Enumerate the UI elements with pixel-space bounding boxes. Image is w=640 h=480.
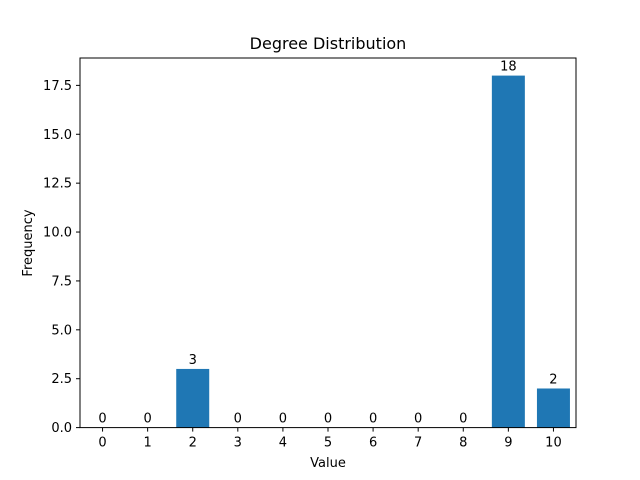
bar-value-label-6: 0 <box>369 412 377 427</box>
bar-value-label-1: 0 <box>143 412 151 427</box>
y-tick-label-1: 2.5 <box>51 372 72 387</box>
x-tick-label-8: 8 <box>459 436 467 451</box>
y-tick-label-4: 10.0 <box>43 226 72 241</box>
y-tick-label-0: 0.0 <box>51 421 72 436</box>
y-axis-ticks: 0.0 2.5 5.0 7.5 10.0 12.5 15.0 17.5 <box>43 79 80 436</box>
bar-9 <box>491 75 525 428</box>
y-axis-label: Frequency <box>21 209 36 276</box>
bar-10 <box>536 388 570 428</box>
x-tick-label-0: 0 <box>98 436 106 451</box>
bar-value-label-7: 0 <box>414 412 422 427</box>
bar-value-label-2: 3 <box>189 353 197 368</box>
bar-value-label-3: 0 <box>234 412 242 427</box>
x-tick-label-5: 5 <box>324 436 332 451</box>
bars-group <box>176 75 570 428</box>
y-tick-label-7: 17.5 <box>43 79 72 94</box>
x-tick-label-3: 3 <box>234 436 242 451</box>
bar-value-label-5: 0 <box>324 412 332 427</box>
bar-value-label-8: 0 <box>459 412 467 427</box>
bar-value-label-0: 0 <box>98 412 106 427</box>
bar-value-label-10: 2 <box>549 372 557 387</box>
x-tick-label-4: 4 <box>279 436 287 451</box>
bar-value-label-9: 18 <box>500 60 517 75</box>
y-tick-label-6: 15.0 <box>43 128 72 143</box>
bar-2 <box>176 368 210 428</box>
y-tick-label-3: 7.5 <box>51 274 72 289</box>
bar-value-label-4: 0 <box>279 412 287 427</box>
x-tick-label-6: 6 <box>369 436 377 451</box>
bar-labels-group: 0 0 3 0 0 0 0 0 0 18 2 <box>98 60 557 427</box>
x-axis-label: Value <box>310 456 346 471</box>
y-tick-label-5: 12.5 <box>43 177 72 192</box>
x-tick-label-1: 1 <box>143 436 151 451</box>
x-tick-label-2: 2 <box>189 436 197 451</box>
y-tick-label-2: 5.0 <box>51 323 72 338</box>
x-tick-label-7: 7 <box>414 436 422 451</box>
x-tick-label-10: 10 <box>545 436 562 451</box>
chart-title: Degree Distribution <box>250 34 407 53</box>
x-tick-label-9: 9 <box>504 436 512 451</box>
x-axis-ticks: 0 1 2 3 4 5 6 7 8 9 10 <box>98 427 562 451</box>
